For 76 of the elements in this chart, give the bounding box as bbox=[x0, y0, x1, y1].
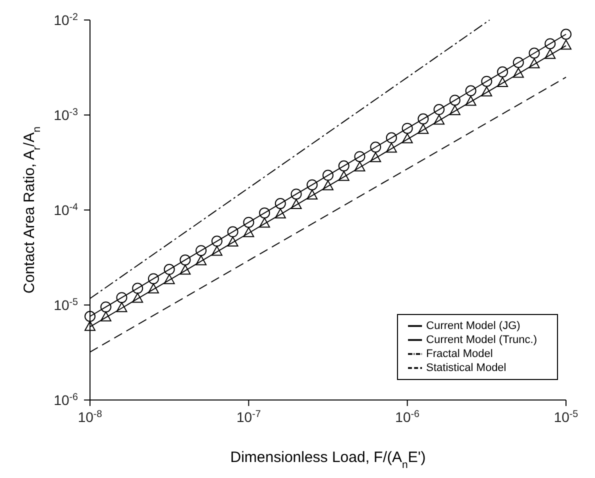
point bbox=[132, 292, 144, 303]
point bbox=[116, 302, 128, 312]
point bbox=[370, 152, 382, 162]
point bbox=[465, 85, 476, 96]
point bbox=[180, 254, 191, 266]
legend-label: Current Model (JG) bbox=[426, 320, 520, 332]
x-tick-label: 10$^{-5}$ bbox=[554, 408, 579, 425]
point bbox=[402, 133, 413, 144]
point bbox=[148, 273, 159, 284]
point bbox=[259, 218, 270, 228]
legend-label: Fractal Model bbox=[426, 348, 493, 360]
point bbox=[481, 76, 492, 87]
point bbox=[465, 96, 476, 106]
y-tick-label: 10$^{-2}$ bbox=[54, 12, 78, 28]
y-tick-label: 10$^{-6}$ bbox=[54, 392, 79, 408]
point bbox=[322, 170, 334, 181]
point bbox=[243, 216, 254, 228]
point bbox=[180, 264, 191, 275]
y-tick-label: 10$^{-3}$ bbox=[54, 106, 79, 123]
legend-label: Statistical Model bbox=[426, 362, 506, 374]
point bbox=[560, 28, 572, 40]
point bbox=[418, 113, 429, 124]
x-tick-label: 10$^{-6}$ bbox=[395, 408, 420, 425]
point bbox=[84, 310, 96, 322]
point bbox=[290, 188, 302, 200]
point bbox=[211, 236, 222, 247]
point bbox=[259, 207, 270, 218]
point bbox=[354, 151, 366, 162]
point bbox=[370, 142, 382, 153]
point bbox=[290, 198, 302, 209]
point bbox=[497, 77, 508, 88]
point bbox=[306, 179, 318, 190]
point bbox=[243, 227, 254, 238]
point bbox=[497, 66, 508, 78]
point bbox=[512, 56, 524, 68]
point bbox=[116, 292, 128, 304]
point bbox=[512, 68, 524, 78]
point bbox=[227, 226, 238, 238]
point bbox=[481, 86, 492, 96]
point bbox=[418, 124, 429, 134]
point bbox=[148, 283, 159, 294]
point bbox=[100, 311, 112, 322]
x-axis-title: Dimensionless Load, F/(A$_{n}$E') bbox=[230, 449, 426, 471]
point bbox=[132, 282, 144, 294]
point bbox=[274, 208, 286, 218]
point bbox=[386, 142, 397, 153]
x-tick-label: 10$^{-8}$ bbox=[78, 408, 103, 425]
point bbox=[338, 160, 350, 172]
point bbox=[449, 105, 460, 116]
point bbox=[338, 170, 350, 181]
x-tick-label: 10$^{-7}$ bbox=[236, 408, 261, 425]
point bbox=[84, 320, 96, 331]
point bbox=[544, 48, 556, 59]
point bbox=[528, 58, 540, 68]
point bbox=[274, 198, 286, 210]
point bbox=[434, 114, 445, 125]
point bbox=[544, 38, 556, 50]
y-tick-label: 10$^{-4}$ bbox=[54, 202, 79, 218]
point bbox=[306, 190, 318, 200]
point bbox=[402, 122, 413, 134]
point bbox=[449, 94, 460, 106]
point bbox=[354, 161, 366, 172]
point bbox=[211, 246, 222, 256]
point bbox=[528, 48, 540, 59]
point bbox=[227, 236, 238, 246]
y-tick-label: 10$^{-5}$ bbox=[54, 296, 79, 313]
legend-label: Current Model (Trunc.) bbox=[426, 334, 537, 346]
point bbox=[164, 274, 175, 284]
point bbox=[322, 180, 334, 190]
point bbox=[386, 132, 397, 144]
point bbox=[196, 255, 207, 266]
point bbox=[164, 264, 175, 275]
point bbox=[100, 301, 112, 312]
point bbox=[560, 40, 572, 50]
point bbox=[196, 245, 207, 256]
point bbox=[434, 104, 445, 116]
